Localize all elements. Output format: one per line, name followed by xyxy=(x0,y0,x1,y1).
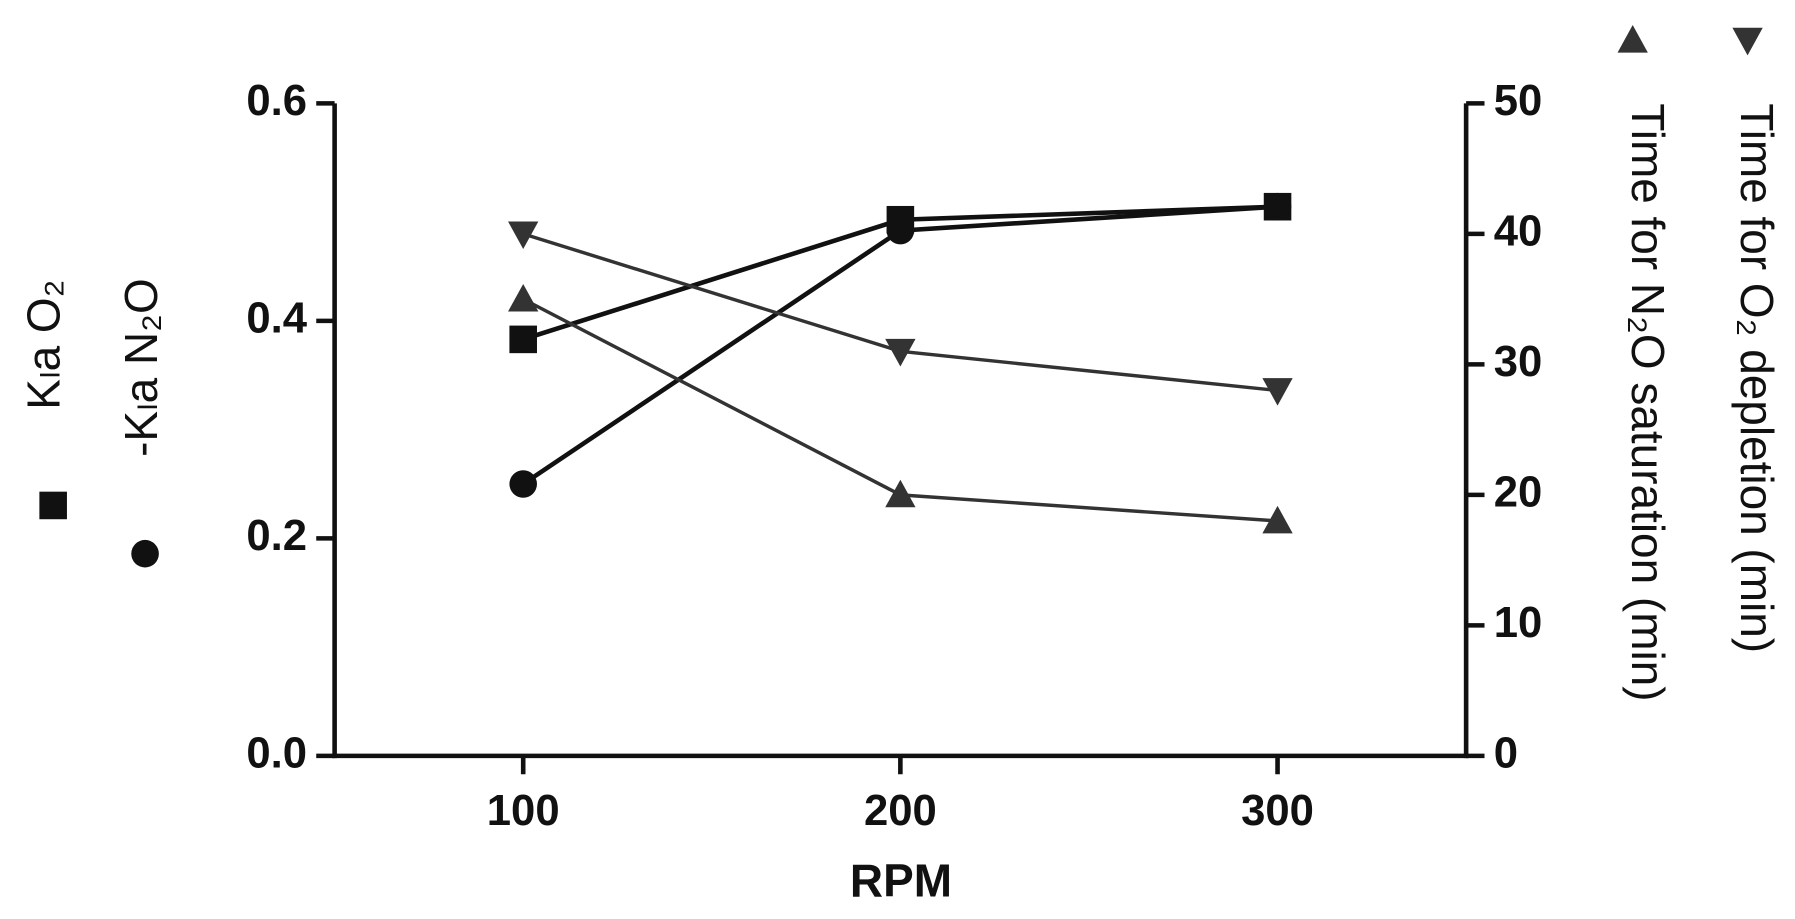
legend-marker xyxy=(131,539,159,568)
legend-label: Time for O₂ depletion (min) xyxy=(1731,103,1783,653)
y2-tick-label: 50 xyxy=(1494,76,1543,125)
data-point xyxy=(885,479,916,508)
y2-tick-label: 0 xyxy=(1494,728,1518,777)
y2-tick-label: 20 xyxy=(1494,467,1543,516)
legend-label: Kₗa O₂ xyxy=(18,280,70,410)
data-point xyxy=(508,283,539,312)
y2-tick-label: 40 xyxy=(1494,206,1543,255)
data-point xyxy=(508,221,539,250)
y2-tick-label: 30 xyxy=(1494,337,1543,386)
legend-marker xyxy=(39,491,67,520)
series-line xyxy=(522,232,1278,393)
data-point xyxy=(1262,378,1293,406)
data-point xyxy=(1263,192,1292,221)
y-tick-label: 0.6 xyxy=(246,76,307,125)
data-point xyxy=(885,338,916,367)
y-tick-label: 0.2 xyxy=(246,511,307,560)
data-point xyxy=(509,325,537,354)
y2-tick-label: 10 xyxy=(1494,598,1543,647)
legend-marker xyxy=(1617,25,1648,53)
x-tick-label: 300 xyxy=(1241,786,1314,835)
y-tick-label: 0.0 xyxy=(246,728,307,777)
legend-marker xyxy=(1732,27,1763,56)
data-point xyxy=(1262,505,1293,534)
data-point xyxy=(509,470,537,498)
x-tick-label: 200 xyxy=(864,786,937,835)
data-point xyxy=(886,216,915,245)
legend-label: Time for N₂O saturation (min) xyxy=(1622,103,1674,701)
x-axis-title: RPM xyxy=(850,855,952,907)
x-tick-label: 100 xyxy=(487,786,560,835)
y-tick-label: 0.4 xyxy=(246,293,307,342)
legend-label: -Kₗa N₂O xyxy=(115,278,167,457)
